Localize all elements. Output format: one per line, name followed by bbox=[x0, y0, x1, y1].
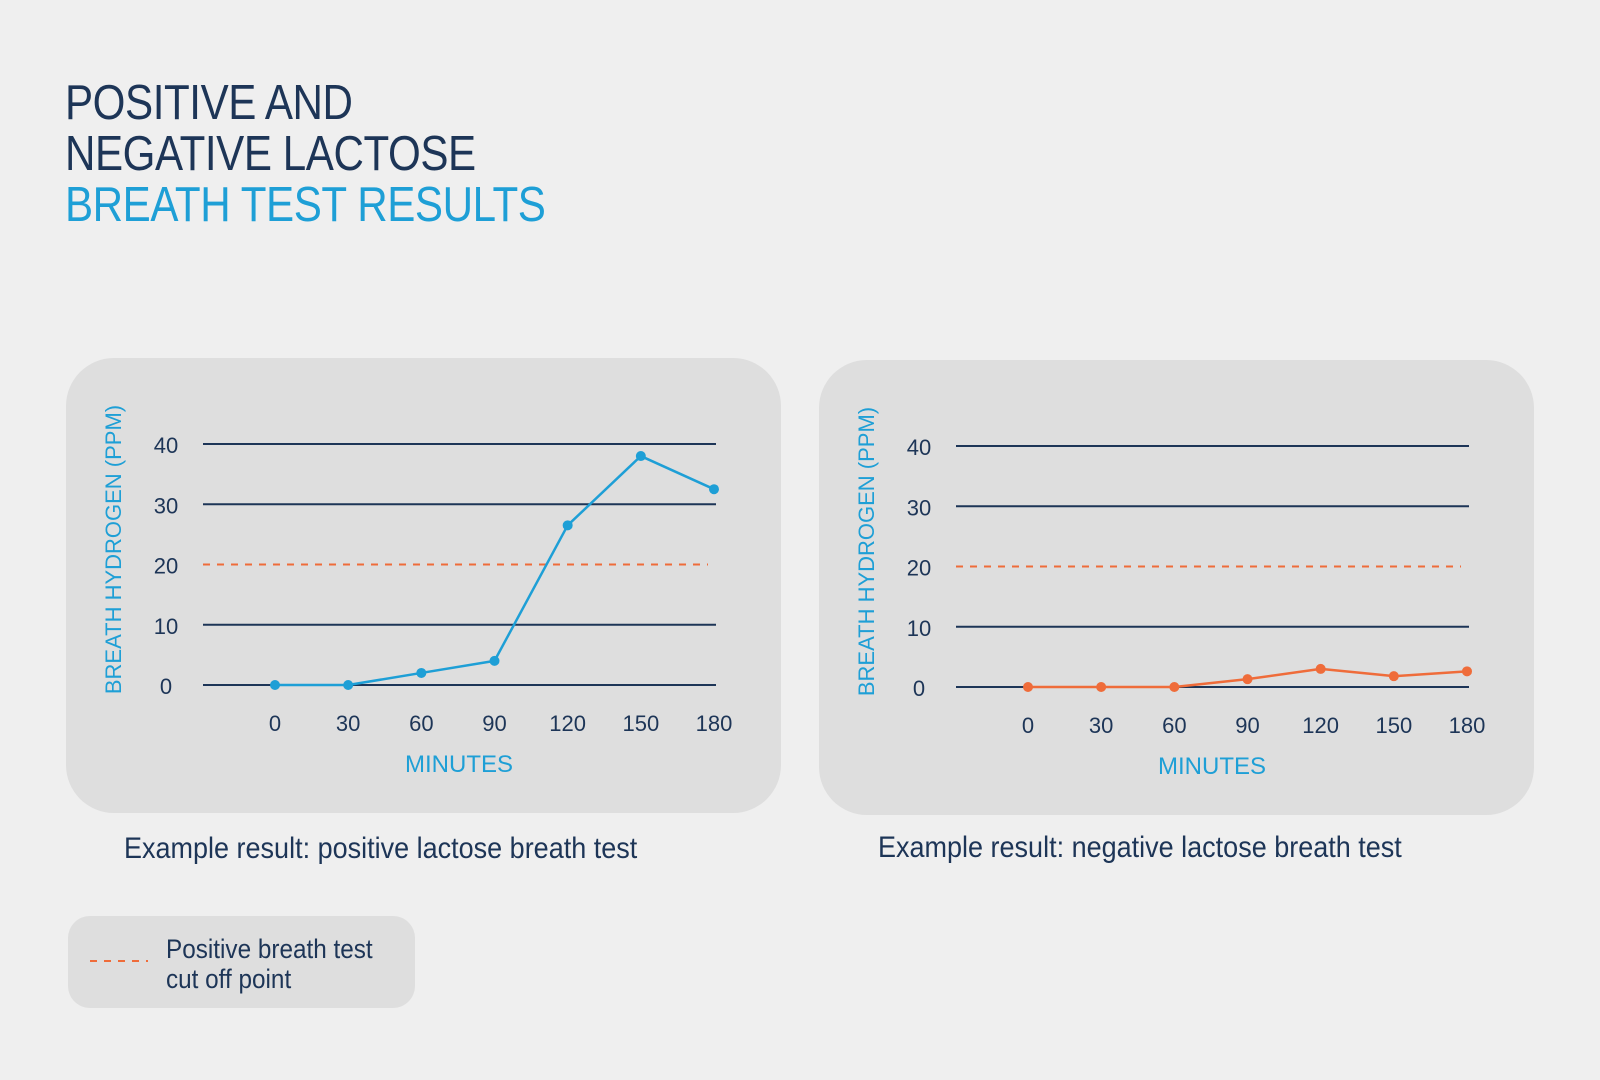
x-tick-label: 60 bbox=[1162, 713, 1186, 738]
x-tick-label: 180 bbox=[696, 711, 733, 736]
chart-negative: 0 10 20 30 40 0 30 60 90 120 150 180 MINUTES BREATH H… bbox=[854, 407, 1486, 780]
page-title: POSITIVE AND NEGATIVE LACTOSE BREATH TES… bbox=[65, 76, 546, 232]
y-axis-label: BREATH HYDROGEN (PPM) bbox=[101, 405, 126, 694]
y-tick-label: 20 bbox=[907, 556, 931, 581]
x-tick-label: 0 bbox=[269, 711, 281, 736]
data-point bbox=[1388, 671, 1399, 682]
title-line-3: BREATH TEST RESULTS bbox=[65, 178, 546, 232]
y-tick-label: 40 bbox=[907, 435, 931, 460]
data-point bbox=[635, 451, 646, 462]
x-tick-label: 150 bbox=[622, 711, 659, 736]
data-point bbox=[489, 655, 500, 666]
y-tick-label: 0 bbox=[913, 676, 925, 701]
x-tick-label: 60 bbox=[409, 711, 433, 736]
y-tick-label: 20 bbox=[154, 554, 178, 579]
x-tick-label: 30 bbox=[1089, 713, 1113, 738]
x-axis-label: MINUTES bbox=[405, 751, 513, 778]
x-tick-label: 90 bbox=[1235, 713, 1259, 738]
caption-negative: Example result: negative lactose breath … bbox=[878, 831, 1402, 864]
chart-panel-negative: 0 10 20 30 40 0 30 60 90 120 150 180 MINUTES BREATH H… bbox=[819, 360, 1534, 815]
y-tick-label: 10 bbox=[907, 616, 931, 641]
legend-label: Positive breath test cut off point bbox=[166, 934, 373, 994]
x-tick-label: 180 bbox=[1449, 713, 1486, 738]
x-axis-label: MINUTES bbox=[1158, 753, 1266, 780]
y-tick-label: 30 bbox=[154, 493, 178, 518]
legend-label-line-1: Positive breath test bbox=[166, 934, 373, 964]
legend-dash-swatch bbox=[90, 960, 148, 962]
data-point bbox=[343, 680, 354, 690]
x-tick-label: 120 bbox=[549, 711, 586, 736]
data-point bbox=[270, 680, 280, 690]
y-tick-label: 0 bbox=[160, 674, 172, 699]
y-axis-label: BREATH HYDROGEN (PPM) bbox=[854, 407, 879, 696]
x-tick-label: 0 bbox=[1022, 713, 1034, 738]
series-line bbox=[275, 454, 715, 687]
data-point bbox=[709, 484, 719, 495]
data-point bbox=[1315, 663, 1326, 674]
y-tick-label: 10 bbox=[154, 614, 178, 639]
data-point bbox=[1462, 666, 1472, 677]
y-tick-label: 30 bbox=[907, 495, 931, 520]
title-line-1: POSITIVE AND bbox=[65, 76, 353, 130]
data-point bbox=[1096, 682, 1107, 692]
data-point bbox=[1242, 674, 1253, 685]
data-point bbox=[416, 667, 427, 678]
chart-panel-positive: 0 10 20 30 40 0 30 60 90 120 150 180 MINUTES BREATH H… bbox=[66, 358, 781, 813]
legend-label-line-2: cut off point bbox=[166, 964, 292, 994]
x-tick-label: 90 bbox=[482, 711, 506, 736]
data-point bbox=[562, 520, 573, 531]
x-tick-label: 150 bbox=[1375, 713, 1412, 738]
legend: Positive breath test cut off point bbox=[68, 916, 415, 1008]
caption-positive: Example result: positive lactose breath … bbox=[124, 832, 638, 865]
x-tick-label: 120 bbox=[1302, 713, 1339, 738]
data-point bbox=[1023, 682, 1033, 692]
x-tick-label: 30 bbox=[336, 711, 360, 736]
chart-positive: 0 10 20 30 40 0 30 60 90 120 150 180 MINUTES BREATH H… bbox=[101, 405, 733, 778]
data-point bbox=[1169, 682, 1180, 692]
title-line-2: NEGATIVE LACTOSE bbox=[65, 127, 476, 181]
y-tick-label: 40 bbox=[154, 433, 178, 458]
